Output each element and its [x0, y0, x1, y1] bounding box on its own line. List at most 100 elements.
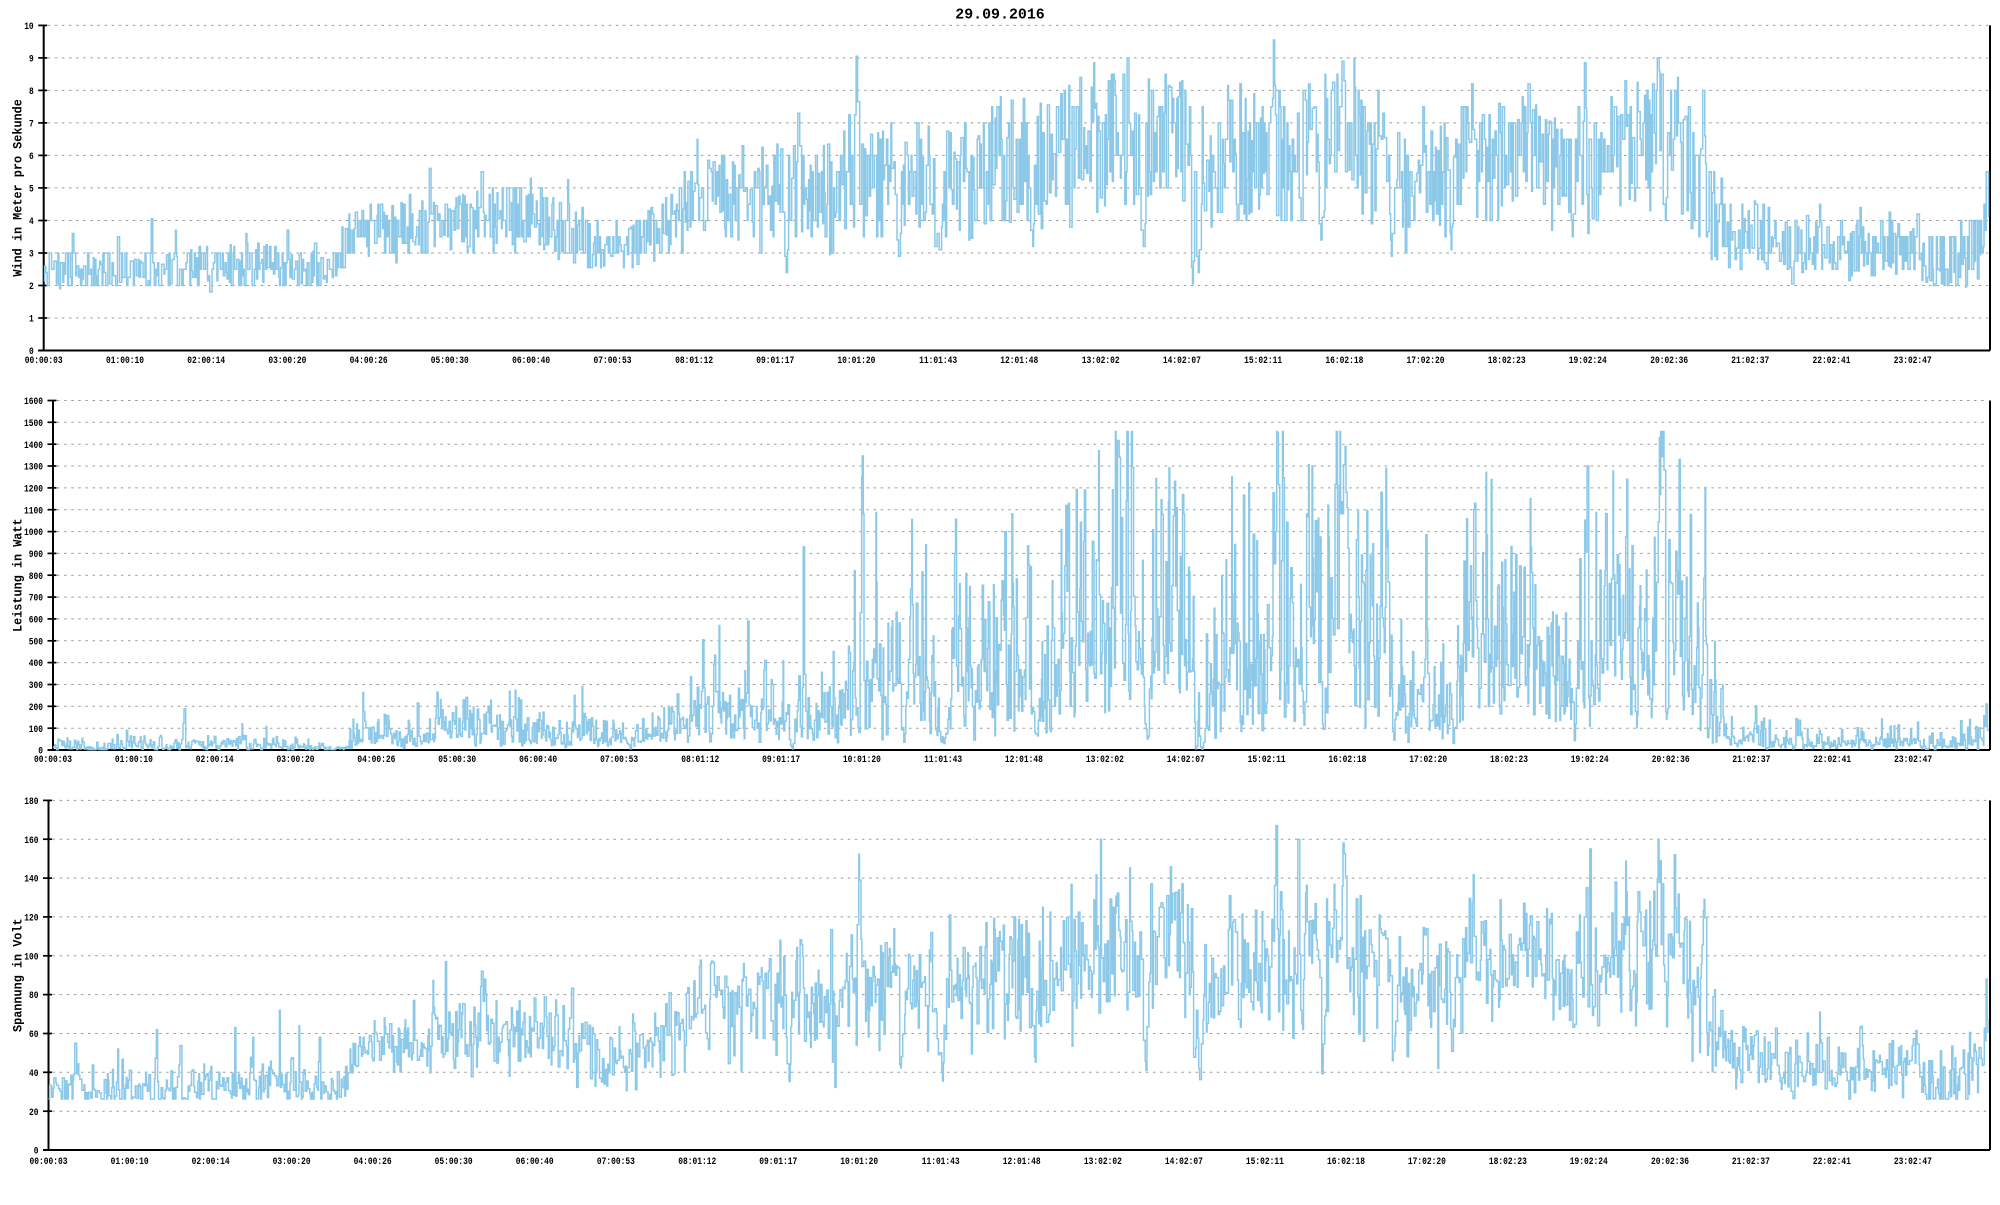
svg-text:140: 140: [24, 875, 38, 886]
svg-text:0: 0: [38, 747, 43, 758]
svg-text:05:00:30: 05:00:30: [435, 1157, 473, 1168]
svg-text:12:01:48: 12:01:48: [1005, 755, 1043, 766]
svg-text:18:02:23: 18:02:23: [1488, 356, 1526, 367]
svg-text:16:02:18: 16:02:18: [1328, 755, 1366, 766]
svg-text:13:02:02: 13:02:02: [1086, 755, 1124, 766]
svg-text:900: 900: [29, 550, 43, 561]
svg-text:20: 20: [29, 1108, 39, 1119]
svg-text:13:02:02: 13:02:02: [1084, 1157, 1122, 1168]
svg-text:500: 500: [29, 637, 43, 648]
svg-text:0: 0: [29, 347, 34, 358]
svg-text:180: 180: [24, 797, 38, 808]
svg-text:04:00:26: 04:00:26: [350, 356, 388, 367]
svg-text:22:02:41: 22:02:41: [1813, 356, 1851, 367]
svg-text:2: 2: [29, 282, 34, 293]
svg-text:1000: 1000: [24, 528, 43, 539]
svg-text:05:00:30: 05:00:30: [431, 356, 469, 367]
svg-text:1200: 1200: [24, 485, 43, 496]
svg-text:5: 5: [29, 185, 34, 196]
svg-text:100: 100: [29, 725, 43, 736]
svg-text:1: 1: [29, 315, 34, 326]
svg-text:17:02:20: 17:02:20: [1407, 356, 1445, 367]
svg-text:07:00:53: 07:00:53: [594, 356, 632, 367]
svg-text:12:01:48: 12:01:48: [1000, 356, 1038, 367]
svg-text:00:00:03: 00:00:03: [30, 1157, 68, 1168]
svg-text:15:02:11: 15:02:11: [1244, 356, 1282, 367]
svg-text:1500: 1500: [24, 419, 43, 430]
svg-text:3: 3: [29, 250, 34, 261]
svg-text:11:01:43: 11:01:43: [919, 356, 957, 367]
svg-text:23:02:47: 23:02:47: [1894, 1157, 1932, 1168]
svg-text:1100: 1100: [24, 506, 43, 517]
svg-text:08:01:12: 08:01:12: [678, 1157, 716, 1168]
svg-text:1300: 1300: [24, 463, 43, 474]
svg-text:06:00:40: 06:00:40: [516, 1157, 554, 1168]
svg-text:00:00:03: 00:00:03: [25, 356, 63, 367]
svg-text:17:02:20: 17:02:20: [1408, 1157, 1446, 1168]
svg-text:700: 700: [29, 594, 43, 605]
svg-text:16:02:18: 16:02:18: [1325, 356, 1363, 367]
svg-text:18:02:23: 18:02:23: [1490, 755, 1528, 766]
svg-text:07:00:53: 07:00:53: [600, 755, 638, 766]
svg-text:04:00:26: 04:00:26: [357, 755, 395, 766]
svg-text:03:00:20: 03:00:20: [273, 1157, 311, 1168]
svg-text:22:02:41: 22:02:41: [1813, 1157, 1851, 1168]
svg-text:40: 40: [29, 1069, 39, 1080]
svg-text:21:02:37: 21:02:37: [1732, 1157, 1770, 1168]
svg-text:04:00:26: 04:00:26: [354, 1157, 392, 1168]
svg-text:08:01:12: 08:01:12: [675, 356, 713, 367]
svg-text:06:00:40: 06:00:40: [512, 356, 550, 367]
svg-text:10: 10: [24, 22, 34, 33]
svg-text:01:00:10: 01:00:10: [115, 755, 153, 766]
svg-text:600: 600: [29, 616, 43, 627]
svg-text:01:00:10: 01:00:10: [106, 356, 144, 367]
svg-text:Wind in Meter pro Sekunde: Wind in Meter pro Sekunde: [11, 99, 26, 277]
svg-text:21:02:37: 21:02:37: [1731, 356, 1769, 367]
svg-text:22:02:41: 22:02:41: [1813, 755, 1851, 766]
svg-text:18:02:23: 18:02:23: [1489, 1157, 1527, 1168]
svg-text:9: 9: [29, 55, 34, 66]
svg-text:60: 60: [29, 1030, 39, 1041]
svg-text:00:00:03: 00:00:03: [34, 755, 72, 766]
svg-text:15:02:11: 15:02:11: [1246, 1157, 1284, 1168]
svg-text:20:02:36: 20:02:36: [1652, 755, 1690, 766]
svg-text:05:00:30: 05:00:30: [438, 755, 476, 766]
svg-text:20:02:36: 20:02:36: [1650, 356, 1688, 367]
svg-text:13:02:02: 13:02:02: [1082, 356, 1120, 367]
svg-text:19:02:24: 19:02:24: [1571, 755, 1609, 766]
svg-text:800: 800: [29, 572, 43, 583]
svg-text:200: 200: [29, 703, 43, 714]
svg-text:03:00:20: 03:00:20: [268, 356, 306, 367]
svg-text:10:01:20: 10:01:20: [840, 1157, 878, 1168]
svg-text:19:02:24: 19:02:24: [1569, 356, 1607, 367]
svg-text:08:01:12: 08:01:12: [681, 755, 719, 766]
svg-text:03:00:20: 03:00:20: [277, 755, 315, 766]
svg-text:19:02:24: 19:02:24: [1570, 1157, 1608, 1168]
svg-text:09:01:17: 09:01:17: [759, 1157, 797, 1168]
svg-text:07:00:53: 07:00:53: [597, 1157, 635, 1168]
svg-text:4: 4: [29, 217, 34, 228]
svg-text:23:02:47: 23:02:47: [1894, 755, 1932, 766]
svg-text:Leistung in Watt: Leistung in Watt: [11, 518, 26, 632]
svg-text:02:00:14: 02:00:14: [192, 1157, 230, 1168]
svg-text:300: 300: [29, 681, 43, 692]
svg-text:09:01:17: 09:01:17: [762, 755, 800, 766]
svg-text:1600: 1600: [24, 397, 43, 408]
svg-text:11:01:43: 11:01:43: [922, 1157, 960, 1168]
svg-text:14:02:07: 14:02:07: [1163, 356, 1201, 367]
svg-text:01:00:10: 01:00:10: [111, 1157, 149, 1168]
svg-text:14:02:07: 14:02:07: [1165, 1157, 1203, 1168]
svg-text:11:01:43: 11:01:43: [924, 755, 962, 766]
svg-text:23:02:47: 23:02:47: [1894, 356, 1932, 367]
svg-text:06:00:40: 06:00:40: [519, 755, 557, 766]
svg-text:7: 7: [29, 120, 34, 131]
svg-text:14:02:07: 14:02:07: [1167, 755, 1205, 766]
svg-text:6: 6: [29, 152, 34, 163]
svg-text:16:02:18: 16:02:18: [1327, 1157, 1365, 1168]
svg-text:400: 400: [29, 659, 43, 670]
svg-text:120: 120: [24, 914, 38, 925]
svg-text:Spannung in Volt: Spannung in Volt: [11, 918, 26, 1032]
svg-text:15:02:11: 15:02:11: [1248, 755, 1286, 766]
svg-text:10:01:20: 10:01:20: [843, 755, 881, 766]
svg-text:20:02:36: 20:02:36: [1651, 1157, 1689, 1168]
